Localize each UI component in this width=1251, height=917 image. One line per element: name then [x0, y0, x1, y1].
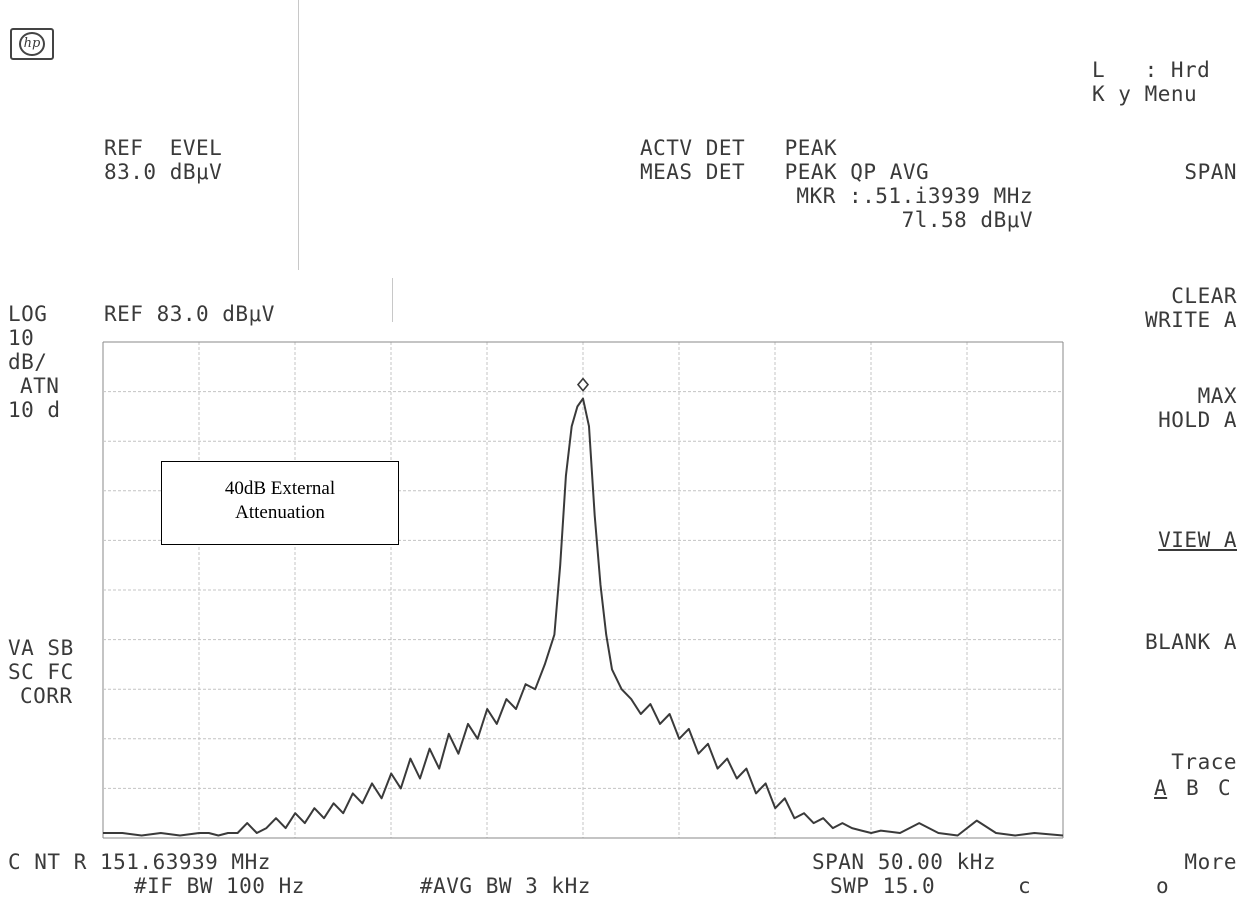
- max-hold-label-2: HOLD A: [1158, 408, 1237, 432]
- blank-label: BLANK A: [1145, 630, 1237, 654]
- trace-label: Trace: [1171, 750, 1237, 774]
- sweep-unit: c: [1018, 874, 1031, 898]
- trace-c-option: C: [1218, 776, 1231, 800]
- more-label-2: o: [1156, 874, 1169, 898]
- marker-diamond: [578, 379, 588, 391]
- average-bandwidth: #AVG BW 3 kHz: [420, 874, 591, 898]
- note-line-2: Attenuation: [162, 501, 398, 525]
- key-menu-line-2: K y Menu: [1092, 82, 1197, 106]
- view-label: VIEW A: [1158, 528, 1237, 552]
- if-bandwidth: #IF BW 100 Hz: [134, 874, 305, 898]
- sweep-time: SWP 15.0: [830, 874, 935, 898]
- max-hold-label-1: MAX: [1198, 384, 1237, 408]
- key-menu-line-1: L : Hrd: [1092, 58, 1210, 82]
- clear-write-label-2: WRITE A: [1145, 308, 1237, 332]
- trace-b-option: B: [1186, 776, 1199, 800]
- span-softkey-label: SPAN: [1184, 160, 1237, 184]
- span-value: SPAN 50.00 kHz: [812, 850, 996, 874]
- external-attenuation-note: 40dB External Attenuation: [161, 461, 399, 545]
- trace-a-option: A: [1154, 776, 1167, 800]
- note-line-1: 40dB External: [162, 477, 398, 501]
- more-label: More: [1184, 850, 1237, 874]
- clear-write-label-1: CLEAR: [1171, 284, 1237, 308]
- center-frequency: C NT R 151.63939 MHz: [8, 850, 271, 874]
